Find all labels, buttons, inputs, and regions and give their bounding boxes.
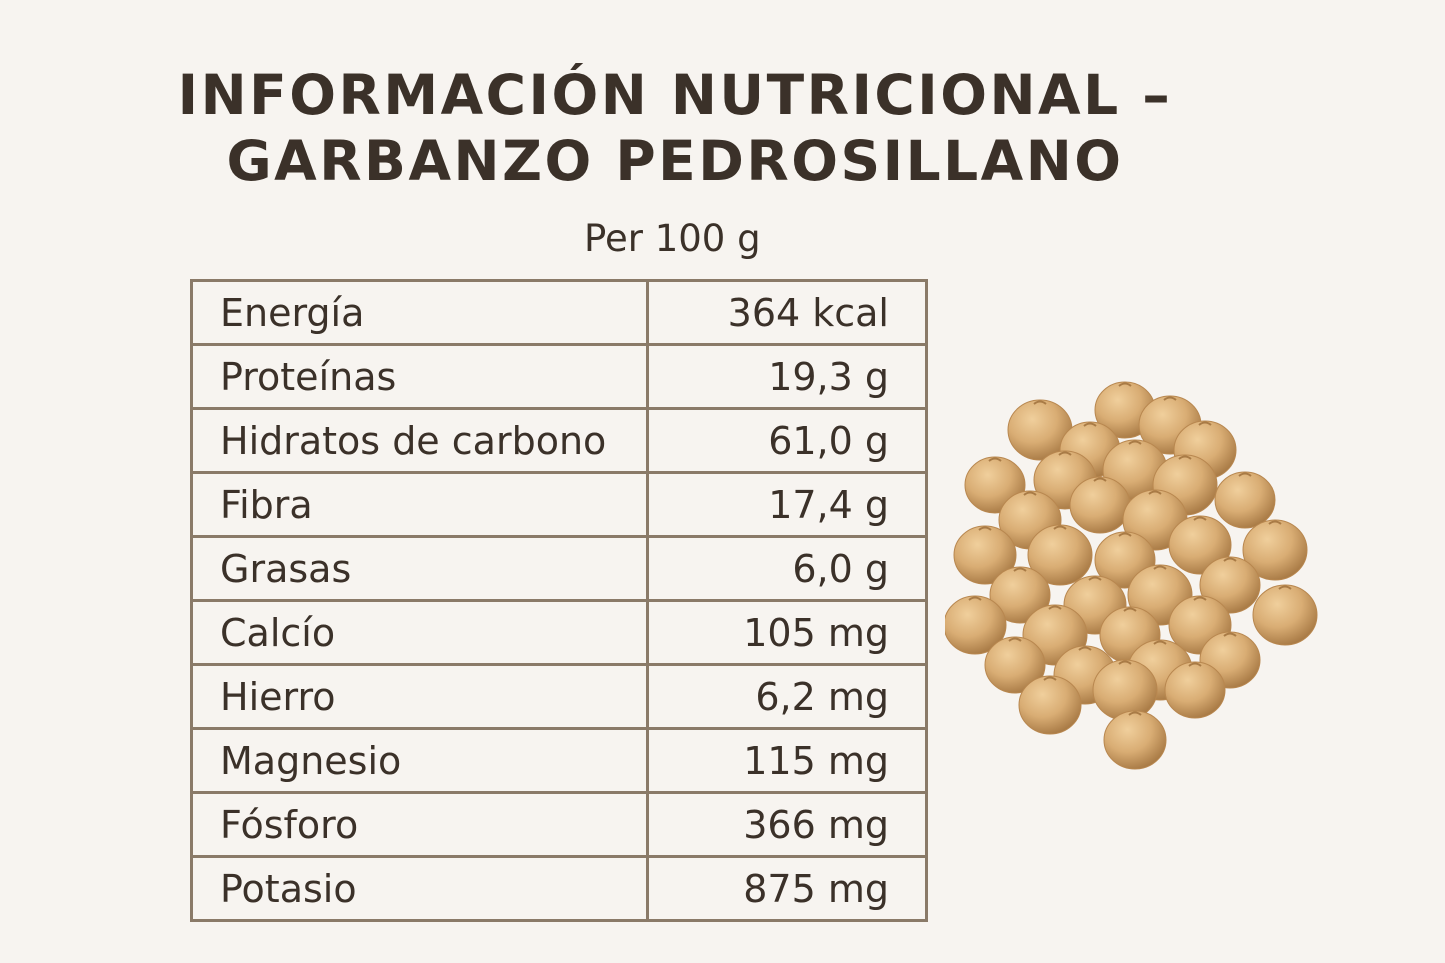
chickpea bbox=[1027, 524, 1093, 586]
chickpea-tip bbox=[1088, 576, 1102, 581]
chickpea-tip bbox=[1193, 516, 1207, 521]
chickpea bbox=[989, 566, 1051, 624]
nutrient-value: 366 mg bbox=[646, 791, 928, 858]
table-row: Fósforo 366 mg bbox=[190, 791, 928, 858]
chickpea-tip bbox=[1058, 451, 1072, 456]
table-row: Proteínas 19,3 g bbox=[190, 343, 928, 410]
table-row: Grasas 6,0 g bbox=[190, 535, 928, 602]
chickpea-tip bbox=[1043, 676, 1057, 681]
chickpea-tip bbox=[1128, 440, 1142, 445]
chickpea-tip bbox=[1123, 607, 1137, 612]
chickpea-tip bbox=[1223, 557, 1237, 562]
chickpea bbox=[1092, 659, 1158, 721]
nutrient-value: 364 kcal bbox=[646, 279, 928, 346]
chickpea bbox=[1018, 675, 1082, 735]
chickpea bbox=[1168, 515, 1232, 575]
title-line-1: INFORMACIÓN NUTRICIONAL – bbox=[177, 63, 1173, 127]
nutrient-name: Potasio bbox=[190, 855, 649, 922]
nutrient-name: Energía bbox=[190, 279, 649, 346]
chickpea-tip bbox=[1128, 711, 1142, 716]
chickpea bbox=[945, 595, 1007, 655]
chickpea-tip bbox=[1268, 520, 1282, 525]
nutrient-name: Proteínas bbox=[190, 343, 649, 410]
chickpea bbox=[1214, 471, 1276, 529]
chickpea-tip bbox=[1008, 637, 1022, 642]
serving-size: Per 100 g bbox=[584, 217, 761, 260]
nutrient-name: Magnesio bbox=[190, 727, 649, 794]
table-row: Potasio 875 mg bbox=[190, 855, 928, 922]
chickpea-tip bbox=[1118, 382, 1132, 387]
nutrient-value: 61,0 g bbox=[646, 407, 928, 474]
chickpea-tip bbox=[1093, 477, 1107, 482]
table-row: Hierro 6,2 mg bbox=[190, 663, 928, 730]
chickpea-tip bbox=[1048, 605, 1062, 610]
chickpeas-image bbox=[945, 381, 1318, 770]
nutrient-value: 17,4 g bbox=[646, 471, 928, 538]
chickpea-tip bbox=[1083, 422, 1097, 427]
table-row: Fibra 17,4 g bbox=[190, 471, 928, 538]
chickpea-tip bbox=[1053, 525, 1067, 530]
nutrient-name: Hierro bbox=[190, 663, 649, 730]
chickpea-tip bbox=[1033, 400, 1047, 405]
nutrition-table: Energía 364 kcal Proteínas 19,3 g Hidrat… bbox=[190, 279, 928, 922]
page-title: INFORMACIÓN NUTRICIONAL – GARBANZO PEDRO… bbox=[0, 62, 1350, 194]
nutrient-name: Hidratos de carbono bbox=[190, 407, 649, 474]
chickpea-tip bbox=[1163, 396, 1177, 401]
title-line-2: GARBANZO PEDROSILLANO bbox=[226, 129, 1124, 193]
chickpea-tip bbox=[1153, 640, 1167, 645]
chickpea-tip bbox=[1023, 491, 1037, 496]
chickpea-tip bbox=[1193, 596, 1207, 601]
nutrient-name: Calcío bbox=[190, 599, 649, 666]
chickpea bbox=[1252, 584, 1318, 646]
nutrient-value: 105 mg bbox=[646, 599, 928, 666]
chickpea-tip bbox=[1153, 565, 1167, 570]
chickpea bbox=[984, 636, 1046, 694]
chickpea bbox=[953, 525, 1017, 585]
table-row: Energía 364 kcal bbox=[190, 279, 928, 346]
nutrient-value: 19,3 g bbox=[646, 343, 928, 410]
chickpea-tip bbox=[1078, 646, 1092, 651]
chickpea-tip bbox=[1278, 585, 1292, 590]
nutrient-value: 6,2 mg bbox=[646, 663, 928, 730]
nutrient-value: 115 mg bbox=[646, 727, 928, 794]
nutrient-value: 6,0 g bbox=[646, 535, 928, 602]
nutrient-name: Grasas bbox=[190, 535, 649, 602]
nutrient-name: Fibra bbox=[190, 471, 649, 538]
chickpea bbox=[1242, 519, 1308, 581]
chickpea-tip bbox=[1188, 662, 1202, 667]
chickpea-tip bbox=[1238, 472, 1252, 477]
chickpea-tip bbox=[1178, 455, 1192, 460]
nutrient-value: 875 mg bbox=[646, 855, 928, 922]
chickpea-tip bbox=[978, 526, 992, 531]
chickpea-tip bbox=[988, 457, 1002, 462]
table-row: Calcío 105 mg bbox=[190, 599, 928, 666]
table-row: Magnesio 115 mg bbox=[190, 727, 928, 794]
table-row: Hidratos de carbono 61,0 g bbox=[190, 407, 928, 474]
chickpea bbox=[1103, 710, 1167, 770]
chickpea-tip bbox=[1198, 421, 1212, 426]
chickpea-tip bbox=[1223, 632, 1237, 637]
chickpea-tip bbox=[1118, 532, 1132, 537]
chickpea bbox=[1164, 661, 1226, 719]
chickpea-tip bbox=[1148, 490, 1162, 495]
chickpea bbox=[1069, 476, 1131, 534]
nutrient-name: Fósforo bbox=[190, 791, 649, 858]
chickpea-tip bbox=[1013, 567, 1027, 572]
chickpea-tip bbox=[1118, 660, 1132, 665]
chickpea-tip bbox=[968, 596, 982, 601]
